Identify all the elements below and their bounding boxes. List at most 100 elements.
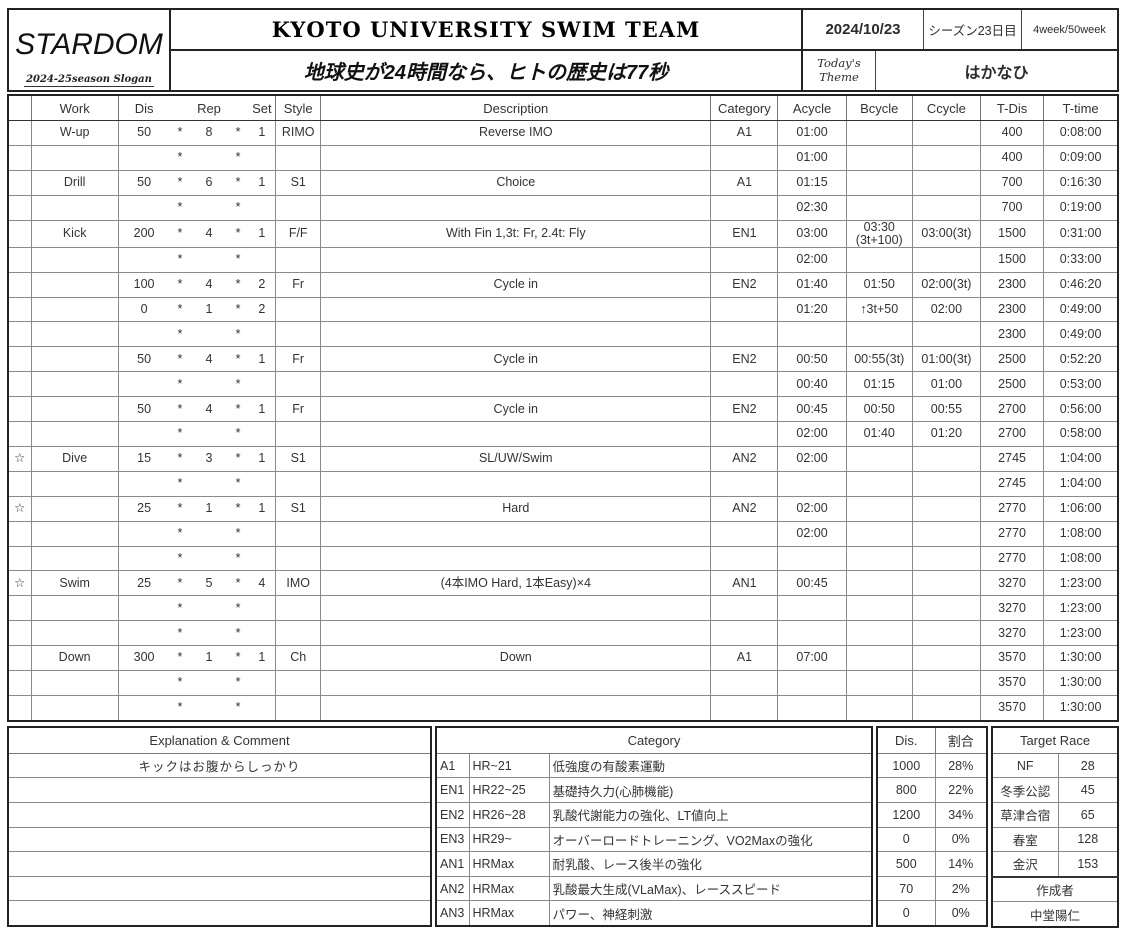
cell-x1: * xyxy=(169,169,191,196)
explanation-text xyxy=(7,851,432,877)
cell-rep xyxy=(190,545,228,572)
cell-tt: 1:30:00 xyxy=(1043,694,1119,722)
category-description: 低強度の有酸素運動 xyxy=(548,752,873,779)
cell-x1: * xyxy=(169,296,191,323)
cell-x2: * xyxy=(227,545,249,572)
ratio-value: 14% xyxy=(934,851,988,877)
explanation-text xyxy=(7,777,432,803)
cell-x2: * xyxy=(227,396,249,423)
cell-b xyxy=(845,570,913,597)
week-counter: 4week/50week xyxy=(1033,23,1106,36)
cell-star xyxy=(7,620,32,647)
workout-table: Work Dis Rep Set Style Description Categ… xyxy=(7,94,1119,722)
cell-dis xyxy=(117,669,170,696)
cell-c: 01:20 xyxy=(911,421,982,447)
cell-td: 3270 xyxy=(979,595,1045,622)
cell-cat xyxy=(710,144,779,171)
col-bcycle: Bcycle xyxy=(845,94,913,121)
explanation-body: キックはお腹からしっかり xyxy=(7,752,432,927)
workout-row: * * 3270 1:23:00 xyxy=(7,620,1119,647)
distance-ratio-panel: Dis. 割合 1000 28% 800 22% 1200 34% 0 0% 500 14% 70 2… xyxy=(876,725,988,927)
col-set: Set xyxy=(248,94,277,121)
cell-work xyxy=(30,545,119,572)
cell-star: ☆ xyxy=(7,495,32,522)
cell-star xyxy=(7,595,32,622)
category-description: オーバーロードトレーニング、VO2Maxの強化 xyxy=(548,826,873,853)
cell-td: 1500 xyxy=(979,246,1045,273)
cell-x2: * xyxy=(227,421,249,447)
cell-x2: * xyxy=(227,169,249,196)
cell-style xyxy=(275,144,322,171)
cell-x1: * xyxy=(169,595,191,622)
cell-set: 2 xyxy=(248,271,277,298)
cell-star xyxy=(7,296,32,323)
cell-set: 1 xyxy=(248,645,277,671)
cell-dis: 50 xyxy=(117,346,170,373)
page-title: KYOTO UNIVERSITY SWIM TEAM xyxy=(171,10,801,51)
cell-cat: AN2 xyxy=(710,445,779,472)
training-sheet: STARDOM 2024-25season Slogan KYOTO UNIVE… xyxy=(7,8,1119,928)
workout-row: ☆ Swim 25 * 5 * 4 IMO (4本IMO Hard, 1本Easy)×4 AN1 0… xyxy=(7,570,1119,597)
race-name: 春室 xyxy=(991,826,1059,853)
cell-c xyxy=(911,694,982,722)
cell-x2: * xyxy=(227,371,249,398)
explanation-row xyxy=(7,826,432,853)
cell-a xyxy=(777,669,847,696)
cell-x2: * xyxy=(227,645,249,671)
heart-rate-range: HR29~ xyxy=(468,826,550,853)
cell-star: ☆ xyxy=(7,570,32,597)
cell-tt: 1:23:00 xyxy=(1043,620,1119,647)
cell-c xyxy=(911,620,982,647)
cell-cat xyxy=(710,246,779,273)
cell-tt: 1:23:00 xyxy=(1043,570,1119,597)
cell-rep: 3 xyxy=(190,445,228,472)
cell-set xyxy=(248,194,277,221)
category-code: A1 xyxy=(435,752,470,779)
cell-rep xyxy=(190,194,228,221)
cell-style xyxy=(275,296,322,323)
ratio-value: 22% xyxy=(934,777,988,803)
col-ttime: T-time xyxy=(1043,94,1119,121)
cell-b: 00:50 xyxy=(845,396,913,423)
cell-rep xyxy=(190,371,228,398)
cell-set xyxy=(248,470,277,497)
team-logo: STARDOM xyxy=(15,28,163,61)
cell-dis: 0 xyxy=(117,296,170,323)
cell-tt: 1:06:00 xyxy=(1043,495,1119,522)
cell-cat xyxy=(710,669,779,696)
cell-tt: 0:49:00 xyxy=(1043,296,1119,323)
cell-x2: * xyxy=(227,520,249,547)
cell-b xyxy=(845,694,913,722)
workout-row: 0 * 1 * 2 01:20 ↑3t+50 02:00 2300 0:49:00 xyxy=(7,296,1119,323)
cell-x2: * xyxy=(227,296,249,323)
season-slogan: 地球史が24時間なら、ヒトの歴史は77秒 xyxy=(303,62,669,84)
category-code: EN1 xyxy=(435,777,470,803)
category-code: AN2 xyxy=(435,875,470,902)
cell-style xyxy=(275,246,322,273)
cell-work xyxy=(30,495,119,522)
cell-desc xyxy=(320,595,712,622)
cell-c: 01:00 xyxy=(911,371,982,398)
explanation-text: キックはお腹からしっかり xyxy=(7,752,432,779)
cell-work xyxy=(30,694,119,722)
cell-work: Kick xyxy=(30,219,119,248)
workout-row: * * 02:00 2770 1:08:00 xyxy=(7,520,1119,547)
category-code: EN3 xyxy=(435,826,470,853)
author-label-row: 作成者 xyxy=(991,875,1119,903)
cell-cat xyxy=(710,595,779,622)
cell-dis: 50 xyxy=(117,396,170,423)
distance-value: 70 xyxy=(876,875,936,902)
cell-x2: * xyxy=(227,194,249,221)
cell-style xyxy=(275,371,322,398)
cell-c xyxy=(911,570,982,597)
cell-star xyxy=(7,694,32,722)
cell-x1: * xyxy=(169,645,191,671)
author-name: 中堂陽仁 xyxy=(991,901,1119,928)
cell-tt: 0:16:30 xyxy=(1043,169,1119,196)
cell-td: 2500 xyxy=(979,346,1045,373)
explanation-row xyxy=(7,851,432,877)
todays-theme-value: はかなひ xyxy=(964,64,1029,82)
ratio-value: 28% xyxy=(934,752,988,779)
ratio-value: 0% xyxy=(934,900,988,927)
cell-b xyxy=(845,595,913,622)
